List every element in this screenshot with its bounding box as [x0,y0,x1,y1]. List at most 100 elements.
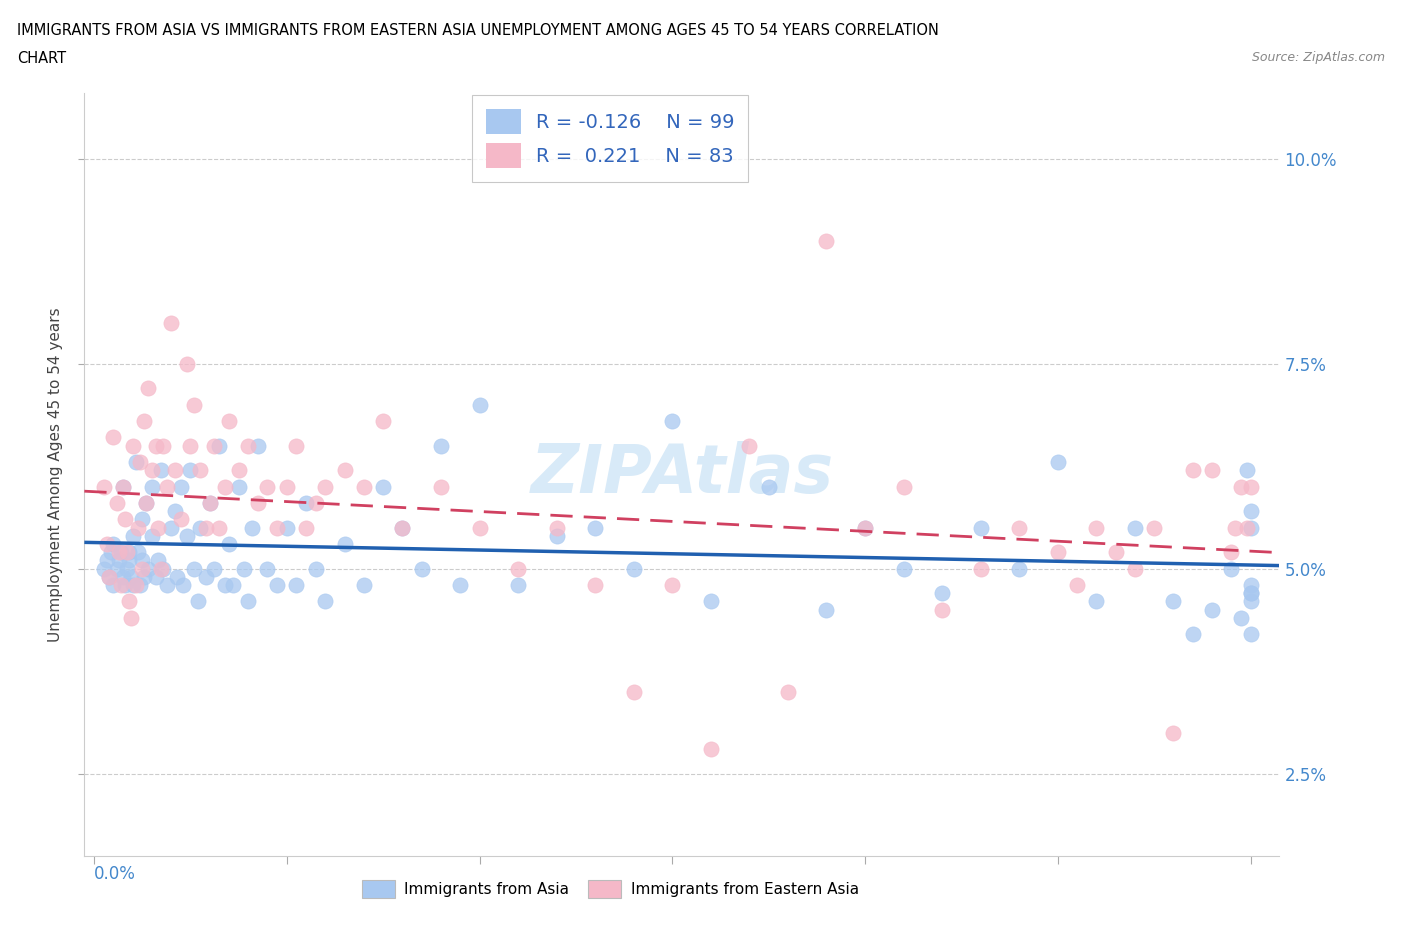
Point [218,414,240,429]
Point [285,578,308,592]
Point [198,496,221,511]
Point [93,479,115,494]
Point [1230,479,1253,494]
Point [430,438,453,453]
Point [970,561,993,576]
Point [1201,602,1223,617]
Point [176,356,198,371]
Point [1008,561,1031,576]
Point [103,537,125,551]
Point [111,479,134,494]
Point [285,438,308,453]
Point [228,479,250,494]
Point [353,479,375,494]
Point [266,520,288,535]
Point [623,561,645,576]
Point [202,561,225,576]
Point [238,594,260,609]
Point [256,479,278,494]
Point [1143,520,1166,535]
Point [1163,725,1185,740]
Point [276,520,298,535]
Point [256,561,278,576]
Point [111,479,134,494]
Point [127,520,149,535]
Point [150,561,173,576]
Point [893,561,915,576]
Point [1239,586,1261,601]
Point [970,520,993,535]
Point [152,438,174,453]
Point [208,520,231,535]
Point [114,512,136,526]
Point [172,578,194,592]
Point [188,520,211,535]
Point [156,578,179,592]
Text: 0.0%: 0.0% [94,865,136,883]
Point [136,561,159,576]
Point [276,479,298,494]
Point [118,545,141,560]
Point [700,594,723,609]
Point [114,578,136,592]
Text: IMMIGRANTS FROM ASIA VS IMMIGRANTS FROM EASTERN ASIA UNEMPLOYMENT AMONG AGES 45 : IMMIGRANTS FROM ASIA VS IMMIGRANTS FROM … [17,23,939,38]
Point [333,537,356,551]
Point [194,569,217,584]
Point [776,684,799,699]
Point [430,479,453,494]
Point [146,520,169,535]
Point [120,610,142,625]
Point [1220,561,1243,576]
Point [1104,545,1126,560]
Point [163,504,186,519]
Point [623,684,645,699]
Point [1236,520,1258,535]
Point [125,578,148,592]
Point [353,578,375,592]
Point [246,438,269,453]
Point [98,569,121,584]
Point [583,578,606,592]
Point [238,438,260,453]
Point [179,463,201,478]
Point [218,537,240,551]
Point [156,479,179,494]
Point [506,561,529,576]
Point [1163,594,1185,609]
Text: CHART: CHART [17,51,66,66]
Point [183,561,205,576]
Point [121,438,143,453]
Point [96,537,118,551]
Point [129,578,152,592]
Point [295,496,318,511]
Point [931,586,953,601]
Point [295,520,318,535]
Point [373,479,395,494]
Point [152,561,174,576]
Point [1239,479,1261,494]
Point [738,438,761,453]
Point [202,438,225,453]
Point [1239,594,1261,609]
Point [118,553,141,568]
Point [1008,520,1031,535]
Point [1201,463,1223,478]
Text: Source: ZipAtlas.com: Source: ZipAtlas.com [1251,51,1385,64]
Point [141,528,163,543]
Point [506,578,529,592]
Point [1239,627,1261,642]
Point [1239,586,1261,601]
Point [411,561,433,576]
Point [100,545,122,560]
Point [853,520,876,535]
Point [163,463,186,478]
Point [131,553,153,568]
Point [120,569,142,584]
Point [136,380,159,395]
Point [815,602,838,617]
Point [135,496,157,511]
Point [1181,627,1204,642]
Point [893,479,915,494]
Point [125,455,148,470]
Point [160,520,183,535]
